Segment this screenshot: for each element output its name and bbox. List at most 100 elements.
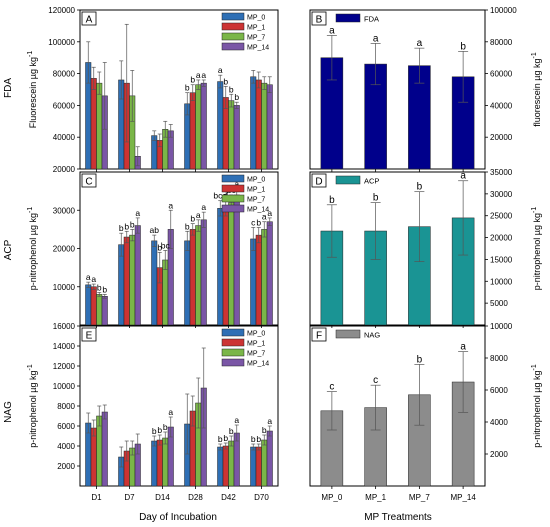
significance-letter: b xyxy=(119,223,124,233)
y-tick-label: 14000 xyxy=(53,342,76,351)
bar-mp_14-d70 xyxy=(266,430,273,487)
y-axis-label: Fluorescein µg kg-1 xyxy=(27,51,38,129)
significance-letter: a xyxy=(267,416,272,426)
y-tick-label: 4000 xyxy=(490,418,508,427)
x-tick-label: D70 xyxy=(254,493,269,502)
bar-mp_7-d14 xyxy=(162,437,169,487)
y-axis-label: p-nitrophenol µg kg-1 xyxy=(27,364,38,448)
x-tick-label: MP_0 xyxy=(321,493,342,502)
legend-swatch-mp_14 xyxy=(221,358,245,367)
legend-label-mp_7: MP_7 xyxy=(247,35,265,42)
y-axis-label: fluorescein µg kg-1 xyxy=(531,52,542,127)
y-tick-label: 10000 xyxy=(53,382,76,391)
bar-mp_14-d70 xyxy=(266,84,273,170)
significance-letter: a xyxy=(417,38,423,49)
panel-a: A 20000 40000 60000 80000 100000 120000 Fluores… xyxy=(27,6,279,174)
bar-mp_0-d1 xyxy=(85,284,92,326)
significance-letter: a xyxy=(329,25,335,36)
panel-f: F 2000 4000 6000 8000 10000 p-nitrophenol µg k… xyxy=(309,322,542,502)
bar-mp_1-d28 xyxy=(189,92,196,170)
panel-e: E 2000 4000 6000 8000 10000 12000 14000 16000 p-n… xyxy=(27,322,279,502)
bar-mp_7-d42 xyxy=(228,100,235,170)
bar-mp_1-d70 xyxy=(255,234,262,326)
significance-letter: a xyxy=(373,33,379,44)
significance-letter: b xyxy=(229,84,234,94)
significance-letter: b xyxy=(256,434,261,444)
bar-mp_0-d70 xyxy=(250,238,257,326)
panel-letter-box xyxy=(311,11,327,26)
significance-letter: a xyxy=(218,65,223,75)
y-tick-label: 100000 xyxy=(490,6,517,15)
significance-letter: b xyxy=(102,284,107,294)
panel-letter: D xyxy=(315,177,322,188)
x-tick-label: MP_14 xyxy=(450,493,476,502)
bar-mp_14-d1 xyxy=(101,411,108,487)
panel-letter-box xyxy=(81,11,97,26)
bar-mp_1-d1 xyxy=(90,286,97,326)
bar-mp_14-d1 xyxy=(101,296,108,326)
legend-label-nag: NAG xyxy=(364,331,380,340)
x-tick-label: D7 xyxy=(124,493,135,502)
legend-label-fda: FDA xyxy=(364,15,379,24)
bar-mp_1-d70 xyxy=(255,79,262,170)
significance-letter: a xyxy=(196,210,201,220)
significance-letter: bc xyxy=(161,240,171,250)
y-tick-label: 2000 xyxy=(490,450,508,459)
row-label-fda: FDA xyxy=(3,78,14,98)
significance-letter: a xyxy=(234,179,239,189)
y-tick-label: 4000 xyxy=(57,442,75,451)
significance-letter: a xyxy=(262,212,267,222)
significance-letter: a xyxy=(135,208,140,218)
significance-letter: a xyxy=(201,70,206,80)
bar-mp_7-d70 xyxy=(261,229,268,326)
left-x-axis-label: Day of Incubation xyxy=(139,512,217,523)
bar-mp_14-d7 xyxy=(134,225,141,326)
significance-letter: b xyxy=(417,354,423,365)
bar-mp_0-d14 xyxy=(151,240,158,326)
bar-mp_7-d28 xyxy=(195,225,202,326)
significance-letter: b xyxy=(185,221,190,231)
legend-swatch-mp_0 xyxy=(221,12,245,21)
significance-letter: b xyxy=(223,76,228,86)
panel-letter: A xyxy=(86,15,93,26)
y-tick-label: 20000 xyxy=(490,234,513,243)
y-axis-label: p-nitrophenol µg kg-1 xyxy=(27,207,38,291)
bar-mp_14-d42 xyxy=(233,194,240,326)
significance-letter: b xyxy=(157,242,162,252)
y-tick-label: 8000 xyxy=(57,402,75,411)
legend-swatch-mp_7 xyxy=(221,194,245,203)
significance-letter: a xyxy=(201,202,206,212)
significance-letter: c xyxy=(373,375,378,386)
significance-letter: b xyxy=(262,425,267,435)
significance-letter: b xyxy=(190,214,195,224)
x-tick-label: MP_7 xyxy=(409,493,430,502)
y-tick-label: 35000 xyxy=(490,168,513,177)
legend-swatch-fda xyxy=(335,13,361,23)
row-label-nag: NAG xyxy=(3,401,14,423)
significance-letter: a xyxy=(86,272,91,282)
y-tick-label: 30000 xyxy=(53,206,76,215)
y-tick-label: 80000 xyxy=(490,38,513,47)
significance-letter: b xyxy=(329,195,335,206)
bar-mp_1-d70 xyxy=(255,446,262,487)
right-x-axis-label: MP Treatments xyxy=(364,512,432,523)
bar-mp_0-d42 xyxy=(217,446,224,487)
significance-letter: b xyxy=(251,434,256,444)
x-tick-label: MP_1 xyxy=(365,493,386,502)
legend-label-mp_14: MP_14 xyxy=(247,361,269,368)
y-tick-label: 16000 xyxy=(53,322,76,331)
panel-letter: E xyxy=(86,331,93,342)
significance-letter: b xyxy=(373,193,379,204)
significance-letter: b xyxy=(229,426,234,436)
significance-letter: b xyxy=(130,219,135,229)
bar-mp_14-d28 xyxy=(200,219,207,326)
legend-label-acp: ACP xyxy=(364,177,379,186)
bar-mp_0-d7 xyxy=(118,244,125,326)
significance-letter: b xyxy=(256,217,261,227)
significance-letter: a xyxy=(460,342,466,353)
bar-mp_1-d42 xyxy=(222,208,229,326)
x-tick-label: D14 xyxy=(155,493,170,502)
significance-letter: a xyxy=(196,70,201,80)
bar-mp_0-d70 xyxy=(250,76,257,170)
